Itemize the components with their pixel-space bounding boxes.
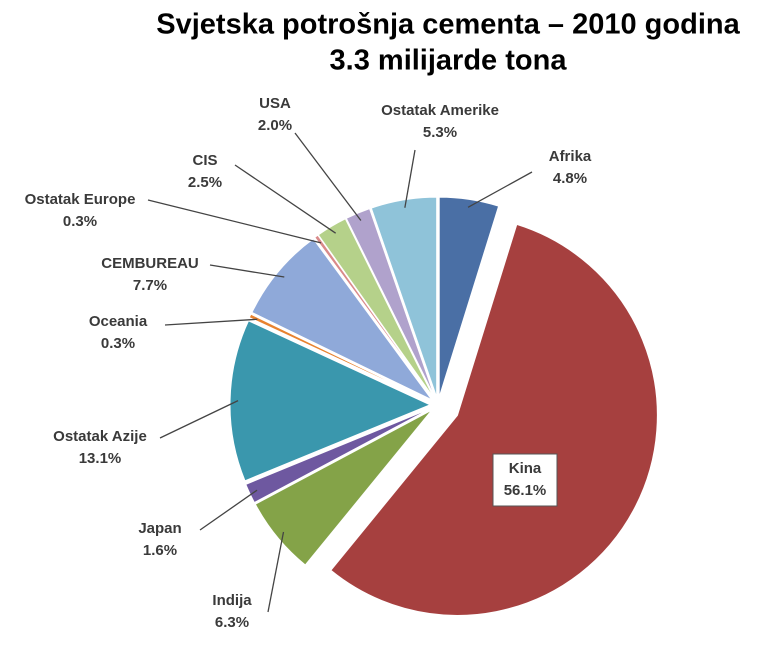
- slice-label: Afrika: [549, 148, 592, 165]
- pie-slice: [229, 320, 432, 482]
- pie-slice: [345, 207, 436, 398]
- pie-slice: [314, 234, 434, 399]
- slice-value: 6.3%: [215, 614, 249, 631]
- label-box: [492, 453, 558, 507]
- slice-label: CEMBUREAU: [101, 255, 199, 272]
- leader-line: [234, 164, 337, 234]
- pie-slice: [370, 196, 438, 398]
- leader-line: [147, 199, 322, 244]
- slice-value: 2.5%: [188, 174, 222, 191]
- leader-line: [164, 318, 258, 326]
- slice-value: 13.1%: [79, 450, 122, 467]
- leader-line: [467, 171, 533, 208]
- slice-value: 0.3%: [63, 213, 97, 230]
- slice-label: Kina: [509, 460, 542, 477]
- slice-value: 4.8%: [553, 170, 587, 187]
- slice-label: Ostatak Europe: [25, 191, 136, 208]
- leader-line: [159, 400, 239, 439]
- slice-label: Oceania: [89, 313, 148, 330]
- slice-value: 2.0%: [258, 117, 292, 134]
- slice-label: Indija: [212, 592, 252, 609]
- slice-value: 5.3%: [423, 124, 457, 141]
- slice-value: 7.7%: [133, 277, 167, 294]
- leader-line: [267, 531, 285, 613]
- leader-line: [199, 489, 258, 531]
- chart-subtitle: 3.3 milijarde tona: [330, 45, 568, 77]
- leader-line: [209, 264, 285, 278]
- slice-value: 56.1%: [504, 482, 547, 499]
- slice-label: CIS: [192, 152, 217, 169]
- chart-title: Svjetska potrošnja cementa – 2010 godina: [156, 9, 740, 41]
- slice-label: Ostatak Amerike: [381, 102, 499, 119]
- slice-value: 0.3%: [101, 335, 135, 352]
- slice-label: Japan: [138, 520, 181, 537]
- slice-label: USA: [259, 95, 291, 112]
- pie-slice: [254, 409, 433, 566]
- slice-label: Ostatak Azije: [53, 428, 147, 445]
- slice-value: 1.6%: [143, 542, 177, 559]
- leader-line: [404, 149, 416, 208]
- pie-slice: [248, 313, 431, 403]
- leader-line: [294, 132, 362, 221]
- pie-slice: [438, 196, 500, 398]
- pie-slice: [317, 218, 435, 399]
- pie-slice: [330, 223, 658, 616]
- pie-slice: [245, 407, 431, 504]
